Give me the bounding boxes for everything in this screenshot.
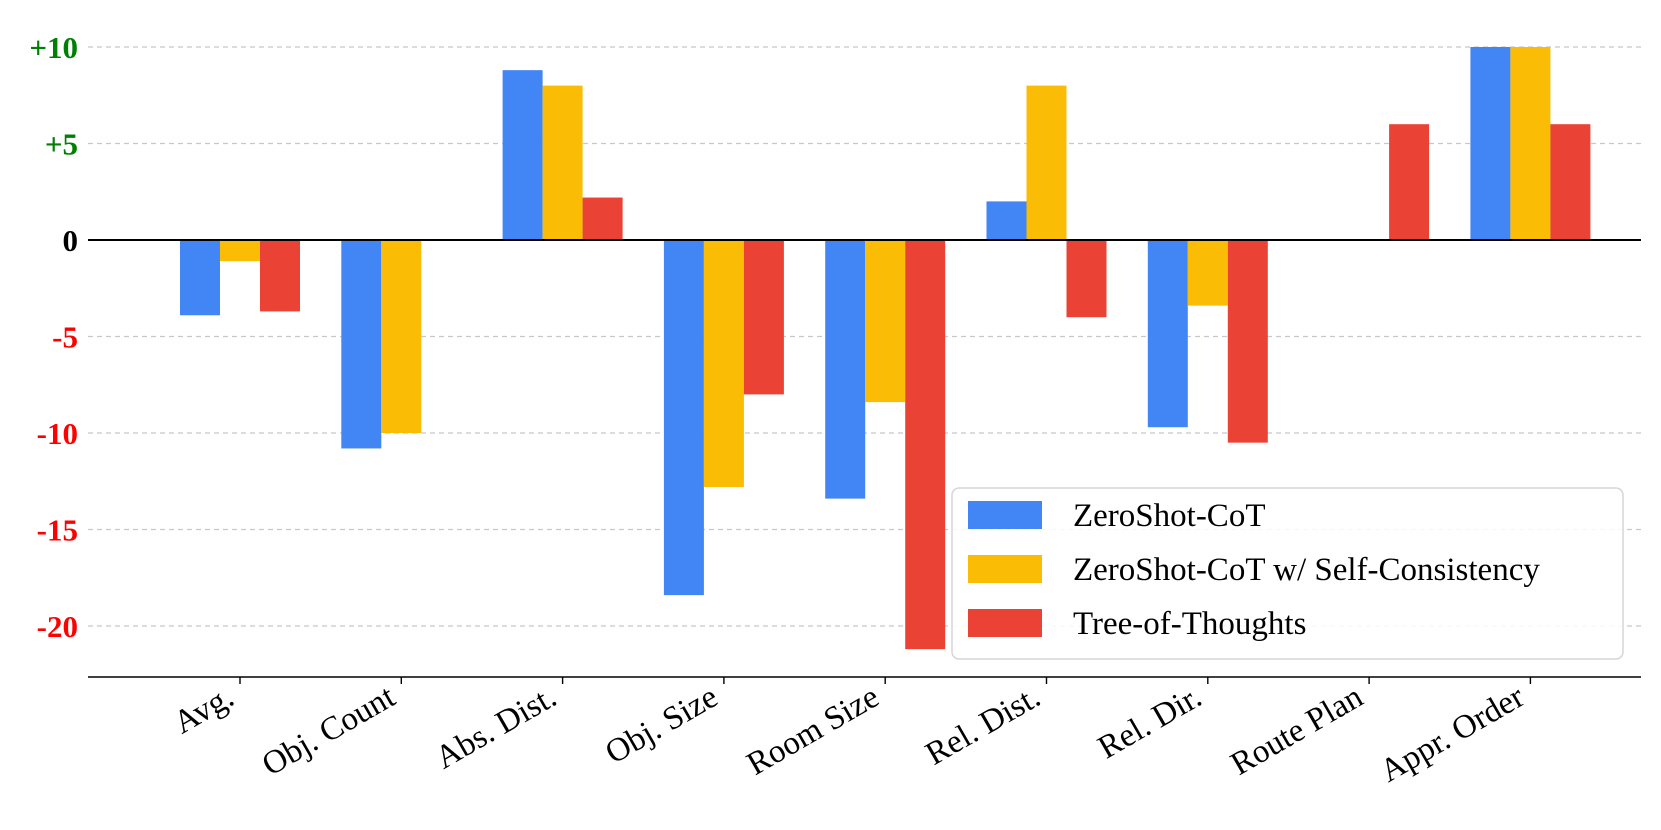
legend-swatch: [968, 501, 1042, 529]
bar: [180, 240, 220, 316]
x-tick-label: Room Size: [741, 679, 885, 783]
y-tick-label: -20: [37, 609, 78, 644]
y-tick-labels: +10 +5 0 -5 -10 -15 -20: [29, 30, 78, 644]
bar: [743, 240, 784, 395]
bar: [663, 240, 704, 596]
bar: [1510, 47, 1551, 240]
legend-swatch: [968, 555, 1042, 583]
bar: [1389, 124, 1430, 240]
y-tick-label: -5: [52, 320, 78, 355]
bar: [1066, 240, 1107, 318]
legend-label: ZeroShot-CoT: [1073, 498, 1265, 534]
bar: [865, 240, 906, 403]
x-tick-label: Rel. Dist.: [920, 679, 1047, 773]
legend: ZeroShot-CoT ZeroShot-CoT w/ Self-Consist…: [951, 487, 1624, 660]
x-tick-label: Avg.: [168, 679, 240, 741]
bar: [260, 240, 300, 312]
bar: [582, 197, 623, 240]
x-tick-label: Abs. Dist.: [429, 679, 562, 777]
bar: [1550, 124, 1591, 240]
bar: [341, 240, 382, 449]
x-tick-label: Obj. Size: [600, 679, 724, 772]
bar: [542, 85, 583, 240]
legend-swatch: [968, 609, 1042, 637]
y-tick-label: 0: [63, 223, 79, 258]
bar: [1147, 240, 1188, 428]
y-tick-label: +5: [45, 127, 78, 162]
bar: [986, 201, 1027, 240]
y-tick-label: -15: [37, 513, 78, 548]
legend-label: ZeroShot-CoT w/ Self-Consistency: [1073, 552, 1540, 588]
x-tick-labels: Avg. Obj. Count Abs. Dist. Obj. Size Room Si…: [168, 679, 1531, 790]
x-tick-label: Route Plan: [1225, 679, 1369, 783]
x-tick-label: Obj. Count: [256, 679, 401, 784]
bar: [703, 240, 744, 488]
legend-label: Tree-of-Thoughts: [1073, 606, 1306, 642]
bar: [905, 240, 946, 650]
bar: [502, 70, 543, 240]
bar: [1227, 240, 1268, 443]
bar: [381, 240, 422, 433]
bar: [1026, 85, 1067, 240]
x-tick-label: Appr. Order: [1374, 679, 1530, 790]
y-tick-label: +10: [29, 30, 78, 65]
bars: [180, 47, 1591, 650]
y-tick-label: -10: [37, 416, 78, 451]
axes: [88, 239, 1641, 684]
bar: [1470, 47, 1511, 240]
bar: [1187, 240, 1228, 306]
bar: [220, 240, 260, 262]
x-tick-label: Rel. Dir.: [1092, 679, 1208, 767]
bar: [825, 240, 866, 499]
legend-box: [951, 487, 1624, 660]
